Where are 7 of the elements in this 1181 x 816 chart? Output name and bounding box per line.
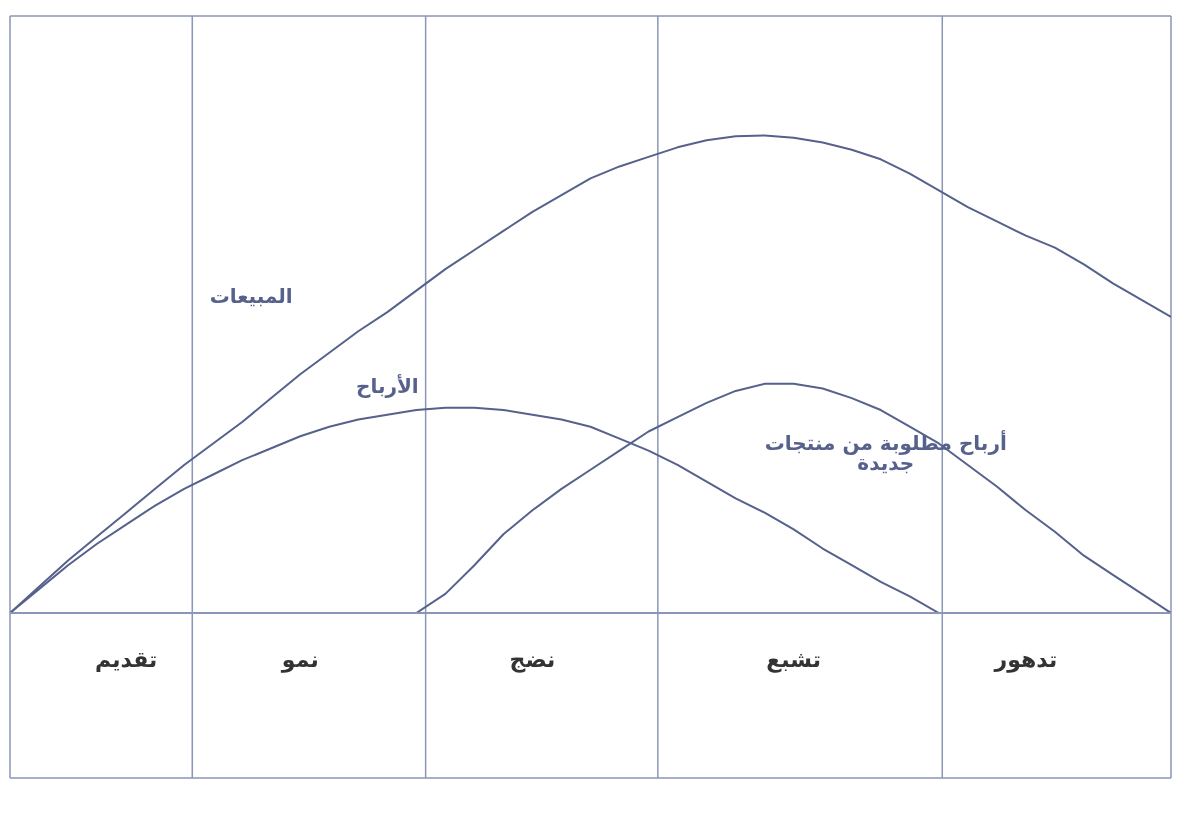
x-tick-label: تقديم (94, 646, 158, 672)
text: المبيعات (209, 284, 293, 309)
x-tick-label: تدهور (993, 646, 1058, 673)
series-label: الأرباح (355, 372, 419, 398)
x-tick-label: تشبع (766, 646, 821, 673)
x-tick-label: نضج (509, 646, 556, 673)
x-tick-label: نمو (280, 646, 319, 673)
